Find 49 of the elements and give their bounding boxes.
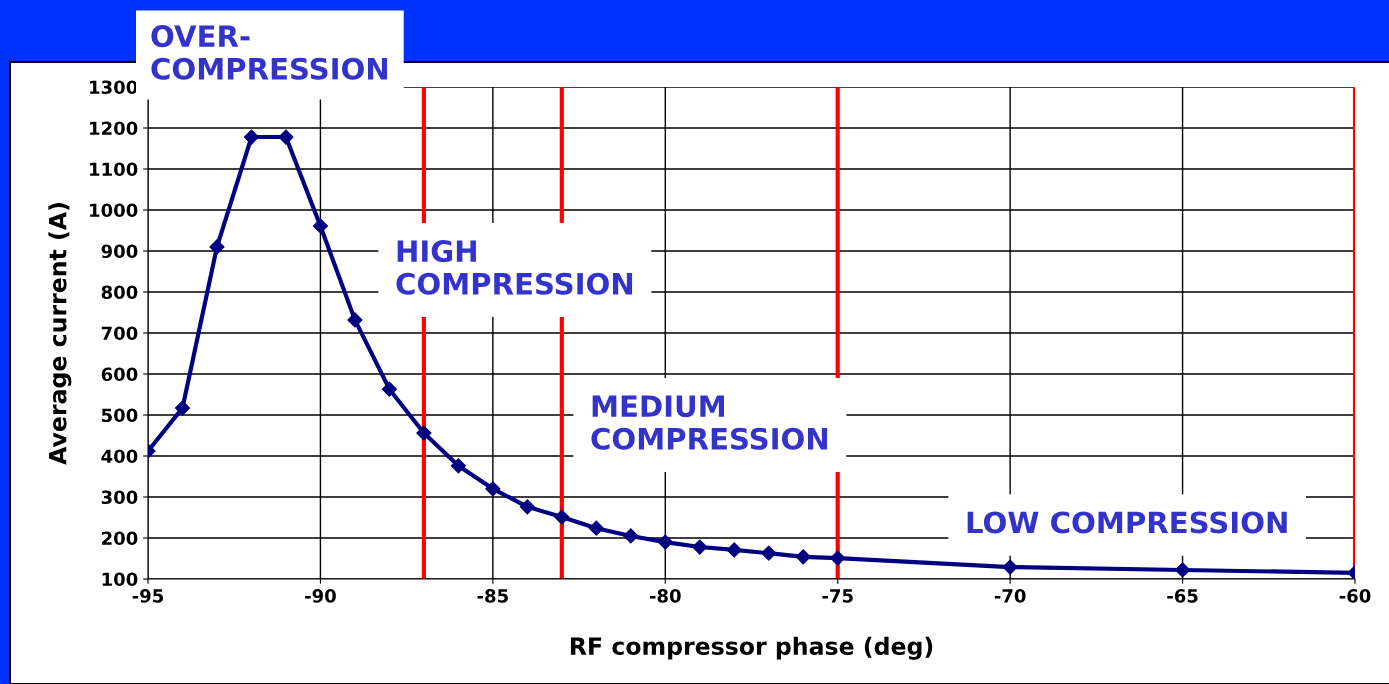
point [692,539,708,555]
point [657,534,673,550]
y-tick-label: 500 [101,408,138,423]
x-axis-title: RF compressor phase (deg) [570,636,933,660]
point [761,545,777,561]
y-tick-label: 200 [102,531,138,546]
point [416,425,432,441]
x-tick-label: -65 [1167,589,1198,603]
x-tick-label: -80 [649,589,681,603]
point [381,381,397,397]
y-tick-label: 300 [101,490,138,505]
point [209,239,225,255]
point [347,312,363,328]
point [1002,559,1018,575]
y-tick-label: 1200 [90,121,138,136]
point [519,499,535,515]
point [174,400,191,416]
x-tick-label: -90 [305,589,336,603]
point [1175,562,1191,578]
x-tick-label: -75 [822,589,853,603]
y-axis-title: Average current (A) [48,203,72,465]
point [554,509,570,525]
annotation: MEDIUM COMPRESSION [591,395,828,450]
x-tick-label: -95 [132,589,164,603]
point [312,218,328,234]
y-tick-label: 600 [101,367,138,382]
text: OVER- COMPRESSION [151,25,388,80]
y-tick-label: 1300 [90,80,138,95]
point [795,549,811,565]
annotation: HIGH COMPRESSION [396,240,633,295]
x-tick-label: -85 [477,589,508,603]
y-tick-label: 900 [101,244,138,259]
y-tick-label: 1000 [90,203,138,218]
point [278,129,294,145]
point [485,481,501,497]
x-tick-label: -60 [1339,589,1371,603]
y-tick-label: 100 [102,572,138,587]
point [623,528,639,544]
point [588,520,604,536]
point [830,550,846,566]
point [726,542,742,558]
point [450,458,466,474]
x-tick-label: -70 [994,589,1026,603]
y-tick-label: 1100 [90,162,138,177]
point [243,129,260,145]
annotation: LOW COMPRESSION [967,511,1287,534]
y-tick-label: 700 [101,326,138,341]
y-tick-label: 400 [101,449,138,464]
y-tick-label: 800 [101,285,138,300]
